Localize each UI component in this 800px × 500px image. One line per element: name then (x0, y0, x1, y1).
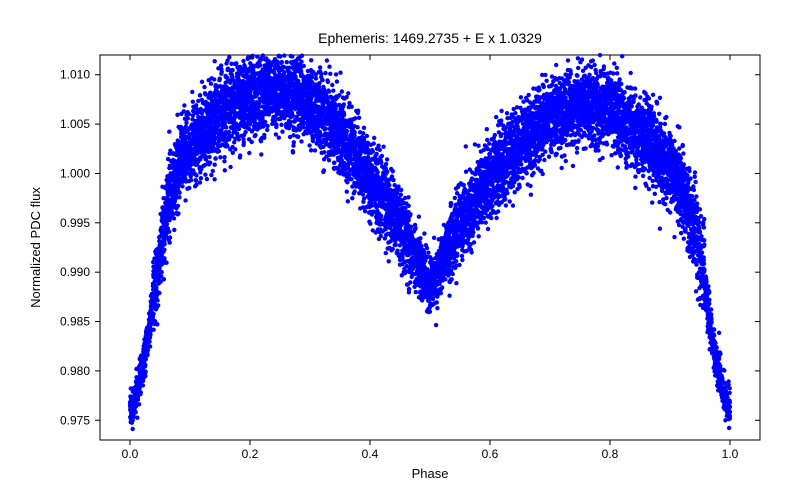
x-tick-label: 1.0 (722, 447, 739, 461)
y-tick-label: 0.975 (60, 413, 90, 427)
y-tick-label: 0.990 (60, 265, 90, 279)
y-tick-label: 1.010 (60, 68, 90, 82)
chart-container: Ephemeris: 1469.2735 + E x 1.0329 0.0 0.2… (0, 0, 800, 500)
y-axis-label: Normalized PDC flux (28, 187, 43, 308)
x-tick-label: 0.2 (242, 447, 259, 461)
x-tick-label: 0.4 (362, 447, 379, 461)
x-tick-label: 0.8 (602, 447, 619, 461)
scatter-points (128, 53, 732, 431)
x-axis-label: Phase (412, 466, 449, 481)
chart-title: Ephemeris: 1469.2735 + E x 1.0329 (318, 30, 542, 46)
y-tick-label: 1.000 (60, 166, 90, 180)
y-tick-label: 1.005 (60, 117, 90, 131)
x-tick-label: 0.0 (122, 447, 139, 461)
y-tick-label: 0.980 (60, 364, 90, 378)
y-tick-label: 0.985 (60, 315, 90, 329)
x-tick-label: 0.6 (482, 447, 499, 461)
y-tick-label: 0.995 (60, 216, 90, 230)
light-curve-chart: Ephemeris: 1469.2735 + E x 1.0329 0.0 0.2… (0, 0, 800, 500)
